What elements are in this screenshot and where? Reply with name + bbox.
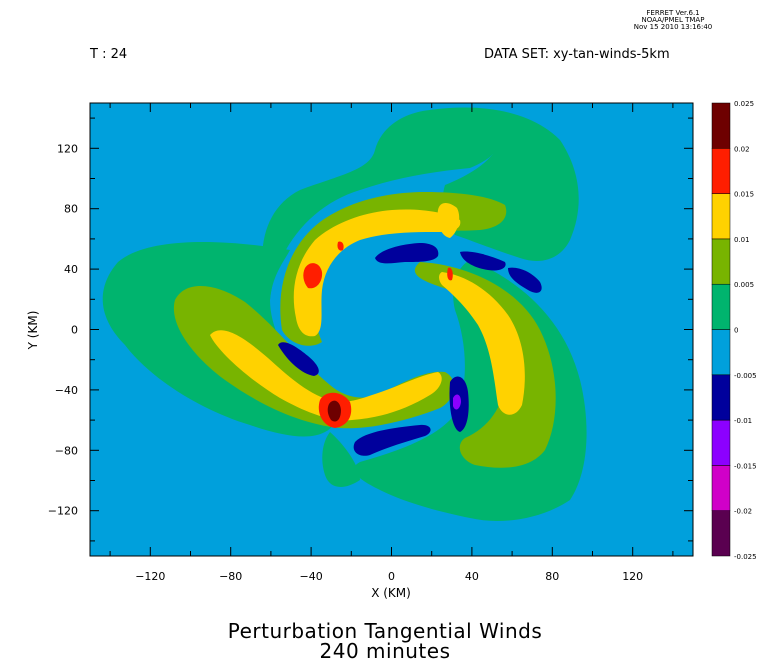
contour-yellow-north-blob [437,203,460,238]
colorbar-label: -0.005 [734,372,757,380]
chart-title: Perturbation Tangential Winds [227,619,543,643]
colorbar-label: 0.01 [734,236,750,244]
colorbar-swatch [711,510,731,557]
contour-blue-south [353,424,431,456]
colorbar-swatch [711,238,731,285]
x-tick-label: −80 [219,570,242,583]
colorbar-label: 0.02 [734,145,750,153]
y-tick-label: −80 [55,444,78,457]
contour-green-north [262,109,502,300]
x-tick-label: 0 [388,570,395,583]
contour-yellow-east-arm [439,272,525,415]
colorbar-swatch [711,419,731,466]
y-tick-label: 80 [64,203,78,216]
contour-red-east [447,267,453,281]
x-tick-label: −40 [299,570,322,583]
colorbar-swatch [711,283,731,330]
colorbar-swatch [711,374,731,421]
y-tick-label: −40 [55,384,78,397]
colorbar-swatch [711,329,731,376]
contour-blue-northeast [460,251,506,271]
colorbar-label: -0.015 [734,462,757,470]
y-axis-label: Y (KM) [26,311,40,351]
colorbar-swatch [711,102,731,149]
x-tick-label: 40 [465,570,479,583]
contour-darkred-core [327,400,341,422]
axis-tick-labels: −120 −80 −40 0 40 80 120 120 80 40 0 −40 −80 −120 [48,142,643,583]
contour-blue-west [278,342,319,376]
colorbar-label: 0.025 [734,100,754,108]
colorbar-label: -0.025 [734,553,757,561]
contour-yellow-north-arm [293,209,461,337]
stamp-line-2: NOAA/PMEL TMAP [641,16,705,24]
y-tick-label: 0 [71,324,78,337]
colorbar-swatch [711,193,731,240]
y-tick-label: 120 [57,142,78,155]
dataset-label: DATA SET: xy-tan-winds-5km [484,47,670,62]
stamp-line-3: Nov 15 2010 13:16:40 [633,23,713,31]
contour-red-small [337,241,344,251]
colorbar-label: -0.01 [734,417,752,425]
colorbar-swatch [711,148,731,194]
time-label: T : 24 [90,47,128,62]
contour-blue-north [375,243,439,264]
y-tick-label: −120 [48,505,78,518]
colorbar-label: 0 [734,327,738,335]
contour-blue-east [508,267,542,293]
axis-ticks [90,103,693,556]
colorbar: -0.025 -0.02 -0.015 -0.01 -0.005 0 0.005 0.01 0.… [711,100,757,561]
contour-olive-east-arm [414,262,556,468]
y-tick-label: 40 [64,263,78,276]
colorbar-label: 0.005 [734,281,754,289]
chart-subtitle: 240 minutes [319,639,451,663]
x-axis-label: X (KM) [371,586,411,600]
colorbar-swatch [711,465,731,511]
colorbar-label: -0.02 [734,508,752,516]
x-tick-label: 120 [622,570,643,583]
x-tick-label: 80 [545,570,559,583]
contour-field [90,103,693,556]
contour-green-south [322,432,360,487]
stamp-line-1: FERRET Ver.6.1 [646,9,700,17]
x-tick-label: −120 [135,570,165,583]
contour-red-north [303,263,323,289]
contour-yellow-west-arm [210,330,442,421]
colorbar-label: 0.015 [734,191,754,199]
contour-violet-min [453,394,461,410]
